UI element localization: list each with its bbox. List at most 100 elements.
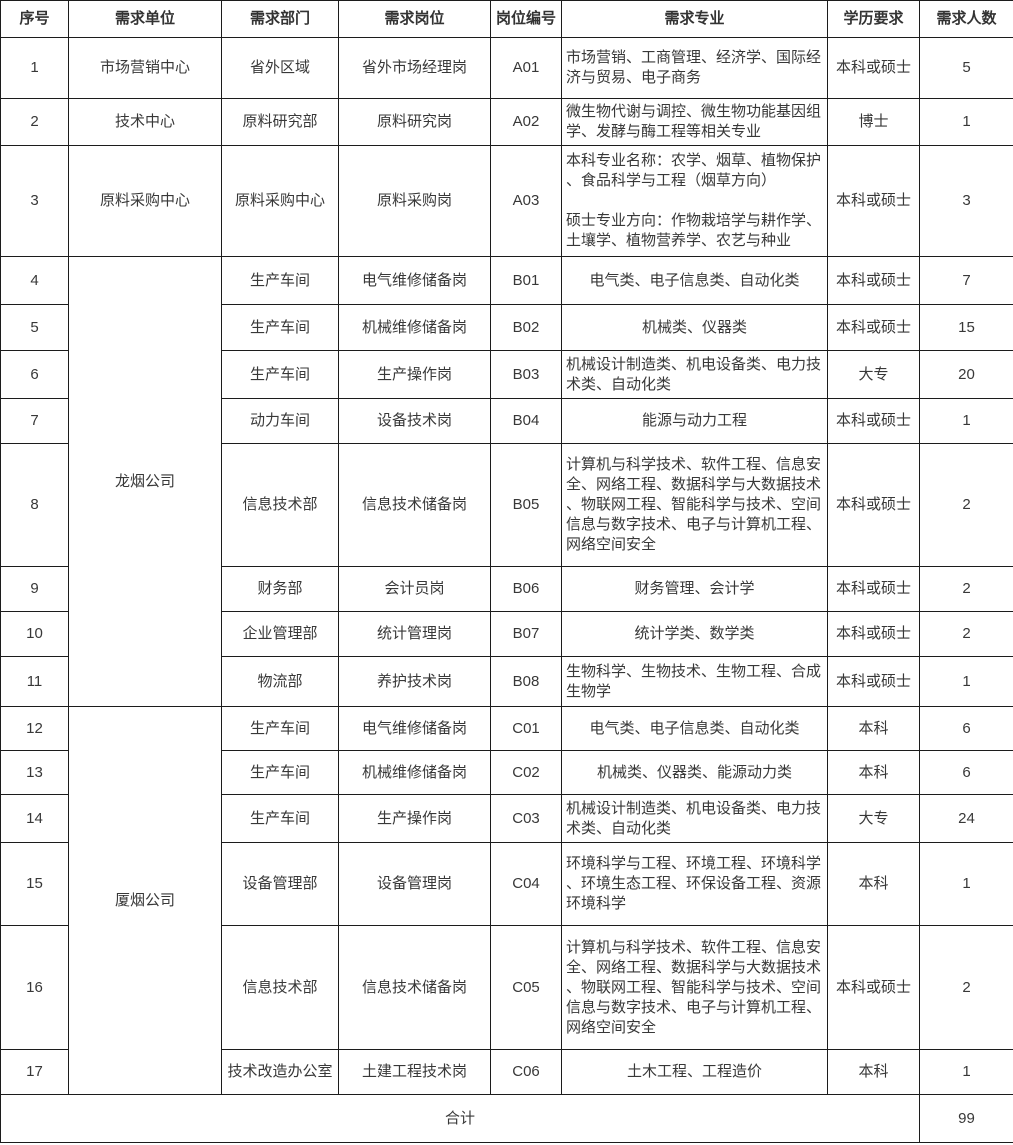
table-row: 13 生产车间 机械维修储备岗 C02 机械类、仪器类、能源动力类 本科 6 [0, 750, 1013, 795]
cell-major: 环境科学与工程、环境工程、环境科学、环境生态工程、环保设备工程、资源环境科学 [561, 842, 828, 926]
cell-edu: 本科或硕士 [827, 566, 920, 612]
cell-dept: 原料研究部 [221, 98, 339, 146]
table-row: 9 财务部 会计员岗 B06 财务管理、会计学 本科或硕士 2 [0, 566, 1013, 612]
cell-count: 5 [919, 37, 1013, 99]
cell-dept: 技术改造办公室 [221, 1049, 339, 1095]
cell-code: B08 [490, 656, 562, 707]
total-label-cell: 合计 [0, 1094, 920, 1143]
major-text: 微生物代谢与调控、微生物功能基因组学、发酵与酶工程等相关专业 [566, 103, 822, 140]
cell-edu: 本科 [827, 842, 920, 926]
cell-code: C03 [490, 794, 562, 843]
cell-dept: 企业管理部 [221, 611, 339, 657]
cell-dept: 生产车间 [221, 794, 339, 843]
cell-dept: 信息技术部 [221, 443, 339, 567]
cell-code: C04 [490, 842, 562, 926]
cell-code: B02 [490, 304, 562, 351]
cell-major: 机械类、仪器类、能源动力类 [561, 750, 828, 795]
cell-no: 6 [0, 350, 69, 399]
total-value-cell: 99 [919, 1094, 1013, 1143]
table-row: 4 龙烟公司 生产车间 电气维修储备岗 B01 电气类、电子信息类、自动化类 本科或硕士 7 [0, 256, 1013, 707]
cell-code: C05 [490, 925, 562, 1050]
table-row: 6 生产车间 生产操作岗 B03 机械设计制造类、机电设备类、电力技术类、自动化类 大专 2… [0, 350, 1013, 399]
column-header-count: 需求人数 [919, 0, 1013, 38]
cell-post: 机械维修储备岗 [338, 304, 491, 351]
cell-dept: 生产车间 [221, 256, 339, 305]
total-row: 合计 99 [0, 1094, 1013, 1143]
major-text: 能源与动力工程 [641, 412, 747, 429]
column-header-dept: 需求部门 [221, 0, 339, 38]
cell-major: 财务管理、会计学 [561, 566, 828, 612]
cell-major: 电气类、电子信息类、自动化类 [561, 706, 828, 751]
cell-edu: 本科或硕士 [827, 656, 920, 707]
column-header-post: 需求岗位 [338, 0, 491, 38]
cell-edu: 大专 [827, 794, 920, 843]
cell-no: 4 [0, 256, 69, 305]
table-row: 16 信息技术部 信息技术储备岗 C05 计算机与科学技术、软件工程、信息安全、网络工程… [0, 925, 1013, 1050]
cell-edu: 本科 [827, 1049, 920, 1095]
table-row: 1 市场营销中心 省外区域 省外市场经理岗 A01 市场营销、工商管理、经济学、国际经济与… [0, 37, 1013, 99]
cell-major: 生物科学、生物技术、生物工程、合成生物学 [561, 656, 828, 707]
column-header-unit: 需求单位 [68, 0, 222, 38]
cell-count: 3 [919, 145, 1013, 257]
cell-code: B04 [490, 398, 562, 444]
cell-post: 原料研究岗 [338, 98, 491, 146]
cell-post: 省外市场经理岗 [338, 37, 491, 99]
cell-major: 机械设计制造类、机电设备类、电力技术类、自动化类 [561, 794, 828, 843]
major-text: 机械类、仪器类、能源动力类 [596, 763, 792, 781]
cell-count: 2 [919, 566, 1013, 612]
cell-post: 养护技术岗 [338, 656, 491, 707]
cell-count: 2 [919, 611, 1013, 657]
cell-no: 9 [0, 566, 69, 612]
major-text: 本科专业名称：农学、烟草、植物保护、食品科学与工程（烟草方向） 硕士专业方向：作… [566, 152, 822, 249]
cell-major: 能源与动力工程 [561, 398, 828, 444]
major-text: 财务管理、会计学 [634, 580, 755, 597]
cell-count: 1 [919, 1049, 1013, 1095]
cell-major: 土木工程、工程造价 [561, 1049, 828, 1095]
table-header: 序号 需求单位 需求部门 需求岗位 岗位编号 需求专业 学历要求 需求人数 [0, 0, 1013, 38]
cell-post: 机械维修储备岗 [338, 750, 491, 795]
major-text: 电气类、电子信息类、自动化类 [589, 719, 800, 737]
cell-edu: 本科或硕士 [827, 145, 920, 257]
column-header-edu: 学历要求 [827, 0, 920, 38]
cell-no: 11 [0, 656, 69, 707]
cell-no: 7 [0, 398, 69, 444]
cell-count: 1 [919, 98, 1013, 146]
cell-unit: 原料采购中心 [68, 145, 222, 257]
cell-code: A02 [490, 98, 562, 146]
cell-no: 16 [0, 925, 69, 1050]
table-body: 1 市场营销中心 省外区域 省外市场经理岗 A01 市场营销、工商管理、经济学、国际经济与… [0, 37, 1013, 1095]
cell-edu: 博士 [827, 98, 920, 146]
major-text: 机械设计制造类、机电设备类、电力技术类、自动化类 [566, 355, 822, 393]
column-header-code: 岗位编号 [490, 0, 562, 38]
cell-count: 2 [919, 925, 1013, 1050]
table-row: 5 生产车间 机械维修储备岗 B02 机械类、仪器类 本科或硕士 15 [0, 304, 1013, 351]
cell-post: 电气维修储备岗 [338, 706, 491, 751]
major-text: 土木工程、工程造价 [626, 1063, 762, 1080]
cell-major: 机械类、仪器类 [561, 304, 828, 351]
table-row: 2 技术中心 原料研究部 原料研究岗 A02 微生物代谢与调控、微生物功能基因组学、发酵与… [0, 98, 1013, 146]
cell-dept: 财务部 [221, 566, 339, 612]
major-text: 生物科学、生物技术、生物工程、合成生物学 [566, 662, 822, 700]
cell-post: 生产操作岗 [338, 350, 491, 399]
table-row: 17 技术改造办公室 土建工程技术岗 C06 土木工程、工程造价 本科 1 [0, 1049, 1013, 1095]
cell-major: 计算机与科学技术、软件工程、信息安全、网络工程、数据科学与大数据技术、物联网工程… [561, 443, 828, 567]
cell-code: B01 [490, 256, 562, 305]
cell-post: 原料采购岗 [338, 145, 491, 257]
cell-dept: 设备管理部 [221, 842, 339, 926]
cell-code: B03 [490, 350, 562, 399]
table-footer: 合计 99 [0, 1094, 1013, 1143]
cell-no: 15 [0, 842, 69, 926]
cell-dept: 生产车间 [221, 304, 339, 351]
cell-post: 信息技术储备岗 [338, 925, 491, 1050]
table-row: 14 生产车间 生产操作岗 C03 机械设计制造类、机电设备类、电力技术类、自动化类 大专… [0, 794, 1013, 843]
cell-post: 信息技术储备岗 [338, 443, 491, 567]
cell-dept: 信息技术部 [221, 925, 339, 1050]
cell-edu: 本科 [827, 750, 920, 795]
cell-edu: 本科或硕士 [827, 443, 920, 567]
cell-no: 17 [0, 1049, 69, 1095]
cell-dept: 原料采购中心 [221, 145, 339, 257]
cell-code: B05 [490, 443, 562, 567]
cell-count: 24 [919, 794, 1013, 843]
cell-major: 市场营销、工商管理、经济学、国际经济与贸易、电子商务 [561, 37, 828, 99]
cell-no: 12 [0, 706, 69, 751]
